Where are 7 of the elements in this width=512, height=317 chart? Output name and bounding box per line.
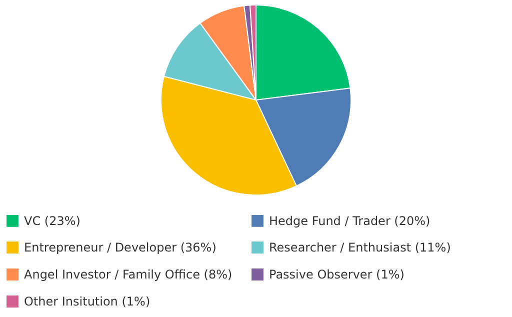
- legend-label: Angel Investor / Family Office (8%): [24, 268, 232, 282]
- legend-label: Other Insitution (1%): [24, 294, 150, 308]
- legend-label: Researcher / Enthusiast (11%): [269, 240, 451, 254]
- legend-label: Entrepreneur / Developer (36%): [24, 240, 216, 254]
- legend-label: Passive Observer (1%): [269, 268, 404, 282]
- legend-label: Hedge Fund / Trader (20%): [269, 214, 430, 228]
- legend-label: VC (23%): [24, 214, 80, 228]
